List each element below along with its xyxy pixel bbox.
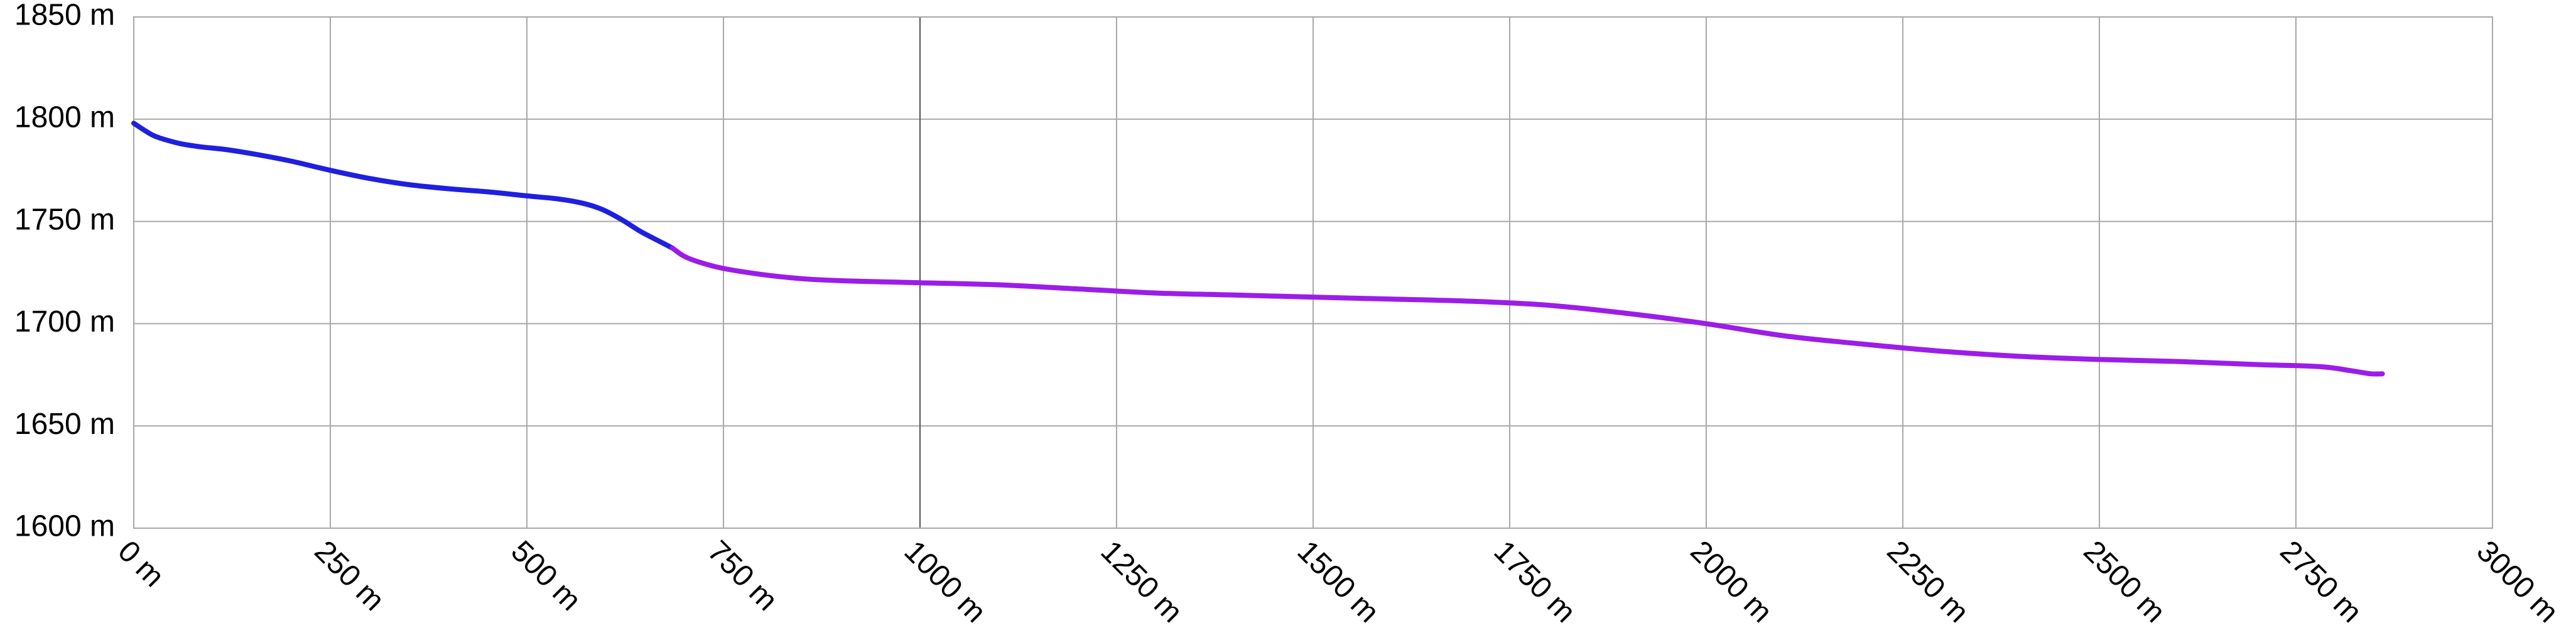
x-tick-label: 500 m (504, 534, 587, 617)
y-tick-label: 1850 m (14, 0, 115, 32)
y-tick-label: 1800 m (14, 100, 115, 134)
x-tick-label: 750 m (701, 534, 784, 617)
x-tick-label: 1500 m (1291, 534, 1385, 628)
data-series (131, 121, 2385, 377)
y-tick-label: 1650 m (14, 408, 115, 441)
x-tick-label: 1000 m (897, 534, 992, 628)
y-tick-label: 1750 m (14, 203, 115, 236)
x-tick-label: 3000 m (2470, 534, 2565, 628)
x-tick-label: 250 m (308, 534, 391, 617)
x-tick-label: 2750 m (2273, 534, 2368, 628)
y-tick-label: 1700 m (14, 305, 115, 338)
y-tick-label: 1600 m (14, 510, 115, 543)
x-tick-label: 2000 m (1684, 534, 1778, 628)
elevation-line-series-1 (131, 121, 675, 251)
gridlines (133, 16, 2493, 529)
x-tick-label: 2500 m (2077, 534, 2172, 628)
x-tick-label: 2250 m (1880, 534, 1975, 628)
x-axis-tick-labels: 0 m 250 m 500 m 750 m 1000 m 1250 m 1500 m 1750… (111, 534, 2565, 628)
y-axis-tick-labels: 1600 m 1650 m 1700 m 1750 m 1800 m 1850 m (14, 0, 115, 543)
plot-area-border (133, 16, 2493, 529)
x-tick-label: 1250 m (1094, 534, 1189, 628)
elevation-line-series-2 (669, 245, 2385, 377)
x-tick-label: 1750 m (1487, 534, 1582, 628)
x-tick-label: 0 m (111, 534, 170, 593)
